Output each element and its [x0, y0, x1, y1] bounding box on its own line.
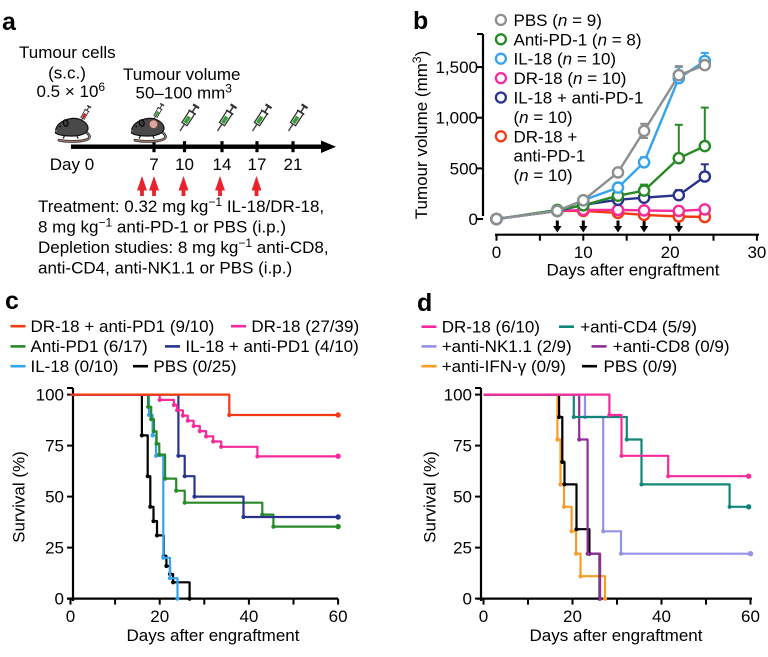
- svg-text:Tumour volume (mm3): Tumour volume (mm3): [410, 51, 431, 220]
- svg-text:Survival (%): Survival (%): [421, 451, 440, 543]
- svg-text:0: 0: [66, 607, 75, 626]
- svg-text:+anti-CD8 (0/9): +anti-CD8 (0/9): [613, 337, 730, 356]
- svg-text:25: 25: [453, 539, 472, 558]
- svg-text:75: 75: [453, 437, 472, 456]
- svg-text:(n = 10): (n = 10): [514, 166, 573, 185]
- svg-text:IL-18 + anti-PD1 (4/10): IL-18 + anti-PD1 (4/10): [185, 337, 358, 356]
- svg-text:20: 20: [150, 607, 169, 626]
- svg-text:+anti-NK1.1 (2/9): +anti-NK1.1 (2/9): [442, 337, 572, 356]
- svg-text:100: 100: [36, 386, 64, 405]
- svg-text:17: 17: [248, 155, 267, 174]
- svg-text:b: b: [413, 7, 428, 35]
- svg-text:1,500: 1,500: [435, 58, 478, 77]
- svg-text:40: 40: [239, 607, 258, 626]
- svg-text:50: 50: [45, 488, 64, 507]
- svg-text:PBS (0/9): PBS (0/9): [604, 357, 678, 376]
- svg-text:a: a: [2, 8, 17, 36]
- svg-text:0: 0: [479, 607, 488, 626]
- svg-text:anti-PD-1: anti-PD-1: [514, 147, 586, 166]
- svg-text:500: 500: [450, 159, 478, 178]
- svg-text:anti-CD4, anti-NK1.1 or PBS (i: anti-CD4, anti-NK1.1 or PBS (i.p.): [38, 259, 292, 278]
- svg-text:0: 0: [55, 590, 64, 609]
- svg-text:40: 40: [652, 607, 671, 626]
- svg-text:60: 60: [329, 607, 348, 626]
- svg-text:IL-18 (0/10): IL-18 (0/10): [31, 357, 119, 376]
- svg-text:(s.c.): (s.c.): [48, 64, 86, 83]
- svg-text:Day 0: Day 0: [50, 155, 94, 174]
- svg-text:+anti-IFN-γ (0/9): +anti-IFN-γ (0/9): [442, 357, 566, 376]
- svg-text:10: 10: [175, 155, 194, 174]
- svg-text:DR-18 + anti-PD1 (9/10): DR-18 + anti-PD1 (9/10): [31, 317, 215, 336]
- svg-text:PBS (0/25): PBS (0/25): [153, 357, 236, 376]
- svg-text:10: 10: [574, 243, 593, 262]
- svg-text:21: 21: [284, 155, 303, 174]
- svg-text:PBS (n = 9): PBS (n = 9): [514, 11, 602, 30]
- svg-text:Tumour cells: Tumour cells: [19, 43, 116, 62]
- svg-text:100: 100: [444, 386, 472, 405]
- svg-text:Anti-PD1 (6/17): Anti-PD1 (6/17): [31, 337, 148, 356]
- svg-text:0: 0: [463, 590, 472, 609]
- svg-text:Days after engraftment: Days after engraftment: [547, 261, 720, 280]
- svg-text:14: 14: [213, 155, 232, 174]
- svg-text:IL-18 (n = 10): IL-18 (n = 10): [514, 50, 617, 69]
- svg-text:20: 20: [661, 243, 680, 262]
- svg-text:60: 60: [741, 607, 760, 626]
- svg-text:c: c: [5, 287, 19, 315]
- svg-text:Survival (%): Survival (%): [10, 451, 29, 543]
- svg-text:Treatment: 0.32 mg kg−1 IL-18/: Treatment: 0.32 mg kg−1 IL-18/DR-18,: [38, 195, 324, 216]
- svg-text:Depletion studies: 8 mg kg−1 a: Depletion studies: 8 mg kg−1 anti-CD8,: [38, 236, 329, 257]
- svg-text:DR-18 (n = 10): DR-18 (n = 10): [514, 69, 627, 88]
- svg-text:50: 50: [453, 488, 472, 507]
- svg-text:25: 25: [45, 539, 64, 558]
- svg-text:DR-18 +: DR-18 +: [514, 127, 578, 146]
- svg-text:Anti-PD-1 (n = 8): Anti-PD-1 (n = 8): [514, 30, 642, 49]
- svg-text:1,000: 1,000: [435, 109, 478, 128]
- svg-text:0: 0: [492, 243, 501, 262]
- svg-text:50–100 mm3: 50–100 mm3: [136, 82, 233, 103]
- svg-text:7: 7: [149, 155, 158, 174]
- svg-text:IL-18 + anti-PD-1: IL-18 + anti-PD-1: [514, 89, 644, 108]
- svg-text:(n = 10): (n = 10): [514, 108, 573, 127]
- svg-text:DR-18 (27/39): DR-18 (27/39): [251, 317, 359, 336]
- svg-text:Days after engraftment: Days after engraftment: [530, 626, 703, 645]
- svg-text:+anti-CD4 (5/9): +anti-CD4 (5/9): [580, 318, 697, 337]
- svg-text:Tumour volume: Tumour volume: [123, 65, 240, 84]
- svg-text:20: 20: [563, 607, 582, 626]
- svg-text:d: d: [417, 289, 432, 317]
- svg-text:Days after engraftment: Days after engraftment: [127, 626, 300, 645]
- svg-text:75: 75: [45, 437, 64, 456]
- svg-text:8 mg kg−1 anti-PD-1 or PBS (i.: 8 mg kg−1 anti-PD-1 or PBS (i.p.): [38, 216, 286, 237]
- svg-text:0.5 × 106: 0.5 × 106: [37, 80, 106, 101]
- svg-text:0: 0: [469, 210, 478, 229]
- svg-text:30: 30: [747, 243, 766, 262]
- svg-text:DR-18 (6/10): DR-18 (6/10): [442, 318, 540, 337]
